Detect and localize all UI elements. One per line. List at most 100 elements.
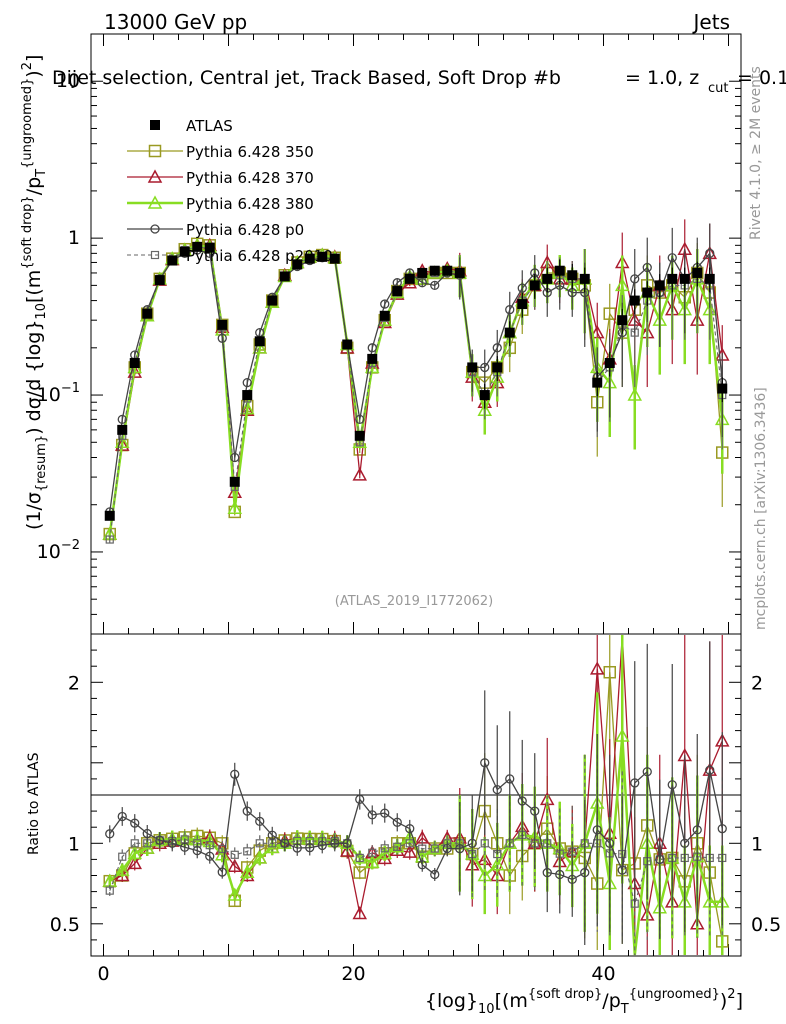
legend-label: ATLAS (186, 117, 233, 135)
ratio-point-p2010 (368, 848, 377, 857)
ratio-point-p0 (255, 816, 265, 826)
legend-marker-p2010 (150, 250, 160, 260)
ratio-point-p0 (417, 860, 427, 870)
data-point-p380 (614, 277, 630, 292)
ratio-point-p0 (630, 778, 640, 788)
ratio-point-p2010 (418, 844, 427, 853)
data-point-p0 (517, 283, 527, 293)
ratio-point-p380 (114, 862, 130, 876)
data-point-atlas (567, 270, 578, 281)
data-point-atlas (592, 377, 603, 388)
legend-marker-p370 (147, 169, 163, 183)
ratio-point-p0 (155, 835, 165, 845)
data-point-atlas (454, 267, 465, 278)
ratio-point-p2010 (105, 886, 114, 895)
legend-item-p370: Pythia 6.428 370 (127, 169, 314, 187)
data-point-atlas (154, 275, 165, 286)
data-point-p2010 (105, 535, 114, 544)
data-point-atlas (142, 308, 153, 319)
legend-label: Pythia 6.428 370 (186, 169, 314, 187)
ratio-point-p0 (130, 818, 140, 828)
ratio-point-p0 (367, 810, 377, 820)
data-point-atlas (329, 253, 340, 264)
plot-title: Dijet selection, Central jet, Track Base… (52, 67, 786, 96)
ratio-plot-series (102, 634, 730, 956)
title-zcut-value: = 0.1 (737, 67, 786, 89)
data-point-p370 (352, 467, 368, 481)
y-tick-label-ratio-right: 1 (751, 833, 763, 855)
ratio-point-p2010 (130, 839, 139, 848)
y-tick-label-main: 1 (68, 227, 80, 249)
ratio-point-p0 (105, 829, 115, 839)
data-point-atlas (492, 362, 503, 373)
data-point-p0 (667, 253, 677, 263)
data-point-atlas (292, 259, 303, 270)
ratio-point-p350 (603, 665, 616, 679)
legend-marker-p350 (148, 144, 162, 158)
data-point-atlas (704, 273, 715, 284)
data-point-atlas (267, 295, 278, 306)
y-tick-label-ratio-right: 2 (751, 672, 763, 694)
ratio-point-p0 (167, 838, 177, 848)
ratio-point-p2010 (118, 852, 127, 861)
data-point-atlas (242, 390, 253, 401)
ratio-point-p2010 (393, 842, 402, 851)
ratio-point-p370 (352, 905, 368, 920)
data-point-atlas (229, 476, 240, 487)
ratio-point-p0 (330, 838, 340, 848)
ratio-point-p380 (252, 850, 268, 864)
data-point-atlas (479, 390, 490, 401)
ratio-point-p0 (530, 806, 540, 816)
ratio-point-p0 (355, 794, 365, 805)
data-point-p0 (117, 414, 127, 425)
data-point-atlas (167, 255, 178, 266)
y-tick-label-main: 10−1 (37, 381, 80, 406)
data-point-p0 (642, 262, 652, 273)
ratio-point-p370 (589, 661, 605, 675)
series-p0 (105, 223, 727, 517)
ratio-point-p0 (305, 843, 315, 853)
legend-label: Pythia 6.428 p2010 (186, 247, 333, 265)
legend-marker-p380 (147, 195, 163, 209)
y-tick-label-ratio-right: 0.5 (751, 914, 781, 936)
legend-item-p0: Pythia 6.428 p0 (127, 221, 304, 239)
data-point-p0 (492, 343, 502, 353)
ratio-point-p0 (317, 840, 327, 851)
ratio-point-p0 (555, 869, 565, 880)
data-point-p0 (417, 278, 427, 288)
data-point-atlas (517, 299, 528, 310)
ratio-point-p0 (617, 865, 627, 875)
data-point-atlas (442, 265, 453, 276)
ratio-point-p0 (380, 808, 390, 818)
data-point-atlas (629, 295, 640, 306)
data-point-atlas (404, 273, 415, 284)
ratio-point-p380 (364, 854, 380, 868)
legend-marker-atlas (150, 120, 160, 130)
data-point-atlas (542, 273, 553, 284)
y-tick-label-main: 10−2 (37, 538, 80, 563)
ratio-point-p0 (680, 838, 690, 848)
series-line-p0 (109, 249, 723, 512)
ratio-point-p0 (280, 838, 290, 848)
ratio-point-p0 (455, 844, 465, 854)
ratio-point-p2010 (255, 839, 264, 848)
legend-item-atlas: ATLAS (150, 117, 233, 135)
data-point-atlas (679, 273, 690, 284)
ratio-point-p0 (230, 769, 240, 779)
legend-item-p350: Pythia 6.428 350 (127, 143, 314, 161)
ratio-point-p370 (239, 867, 255, 882)
data-point-atlas (179, 246, 190, 257)
ratio-point-p0 (592, 825, 602, 835)
ratio-point-p380 (614, 728, 630, 742)
y-axis-label-ratio: Ratio to ATLAS (26, 752, 42, 855)
data-point-p0 (705, 248, 715, 258)
ratio-point-p0 (205, 851, 215, 861)
data-point-atlas (642, 287, 653, 298)
ratio-point-p2010 (380, 844, 389, 853)
ratio-point-p0 (117, 811, 127, 822)
series-line-p2010 (109, 246, 723, 540)
ratio-point-p380 (239, 864, 255, 879)
data-point-atlas (117, 424, 128, 435)
series-line-p380 (108, 244, 724, 535)
data-point-p0 (242, 377, 252, 388)
